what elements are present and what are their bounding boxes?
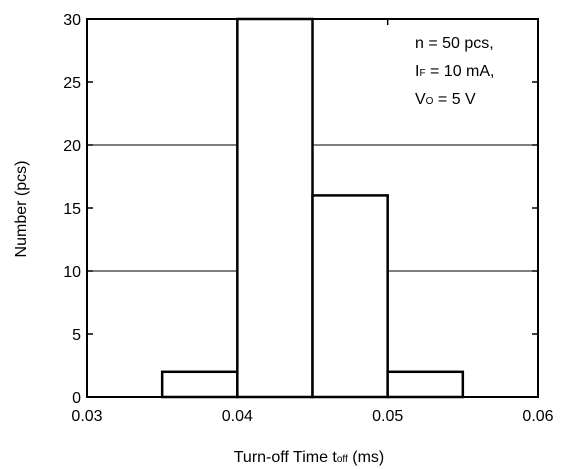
y-tick-label-4: 20: [63, 138, 81, 155]
y-tick-label-1: 5: [72, 327, 81, 344]
annotation-line-3: VO = 5 V: [415, 91, 476, 108]
y-tick-label-5: 25: [63, 75, 81, 92]
x-tick-label-2: 0.05: [372, 408, 403, 425]
x-tick-label-3: 0.06: [522, 408, 553, 425]
y-tick-label-0: 0: [72, 390, 81, 407]
histogram-bar-1: [236, 17, 314, 399]
histogram-bar-3: [386, 370, 465, 399]
axis-ticks: [86, 18, 539, 398]
x-axis-title: Turn-off Time toff (ms): [234, 449, 385, 466]
histogram-bar-0: [160, 370, 239, 399]
x-tick-label-0: 0.03: [71, 408, 102, 425]
annotation-line-1: n = 50 pcs,: [415, 35, 494, 52]
histogram-bar-2: [311, 194, 389, 399]
x-tick-labels: 0.03 0.04 0.05 0.06: [71, 408, 553, 425]
y-tick-label-2: 10: [63, 264, 81, 281]
histogram-bars: [160, 17, 465, 399]
y-tick-label-6: 30: [63, 12, 81, 29]
annotation-line-2: IF = 10 mA,: [415, 63, 494, 80]
x-tick-label-1: 0.04: [222, 408, 253, 425]
y-axis-title: Number (pcs): [13, 161, 30, 258]
y-tick-labels: 0 5 10 15 20 25 30: [63, 12, 81, 407]
y-tick-label-3: 15: [63, 201, 81, 218]
condition-annotation: n = 50 pcs, IF = 10 mA, VO = 5 V: [415, 35, 494, 108]
